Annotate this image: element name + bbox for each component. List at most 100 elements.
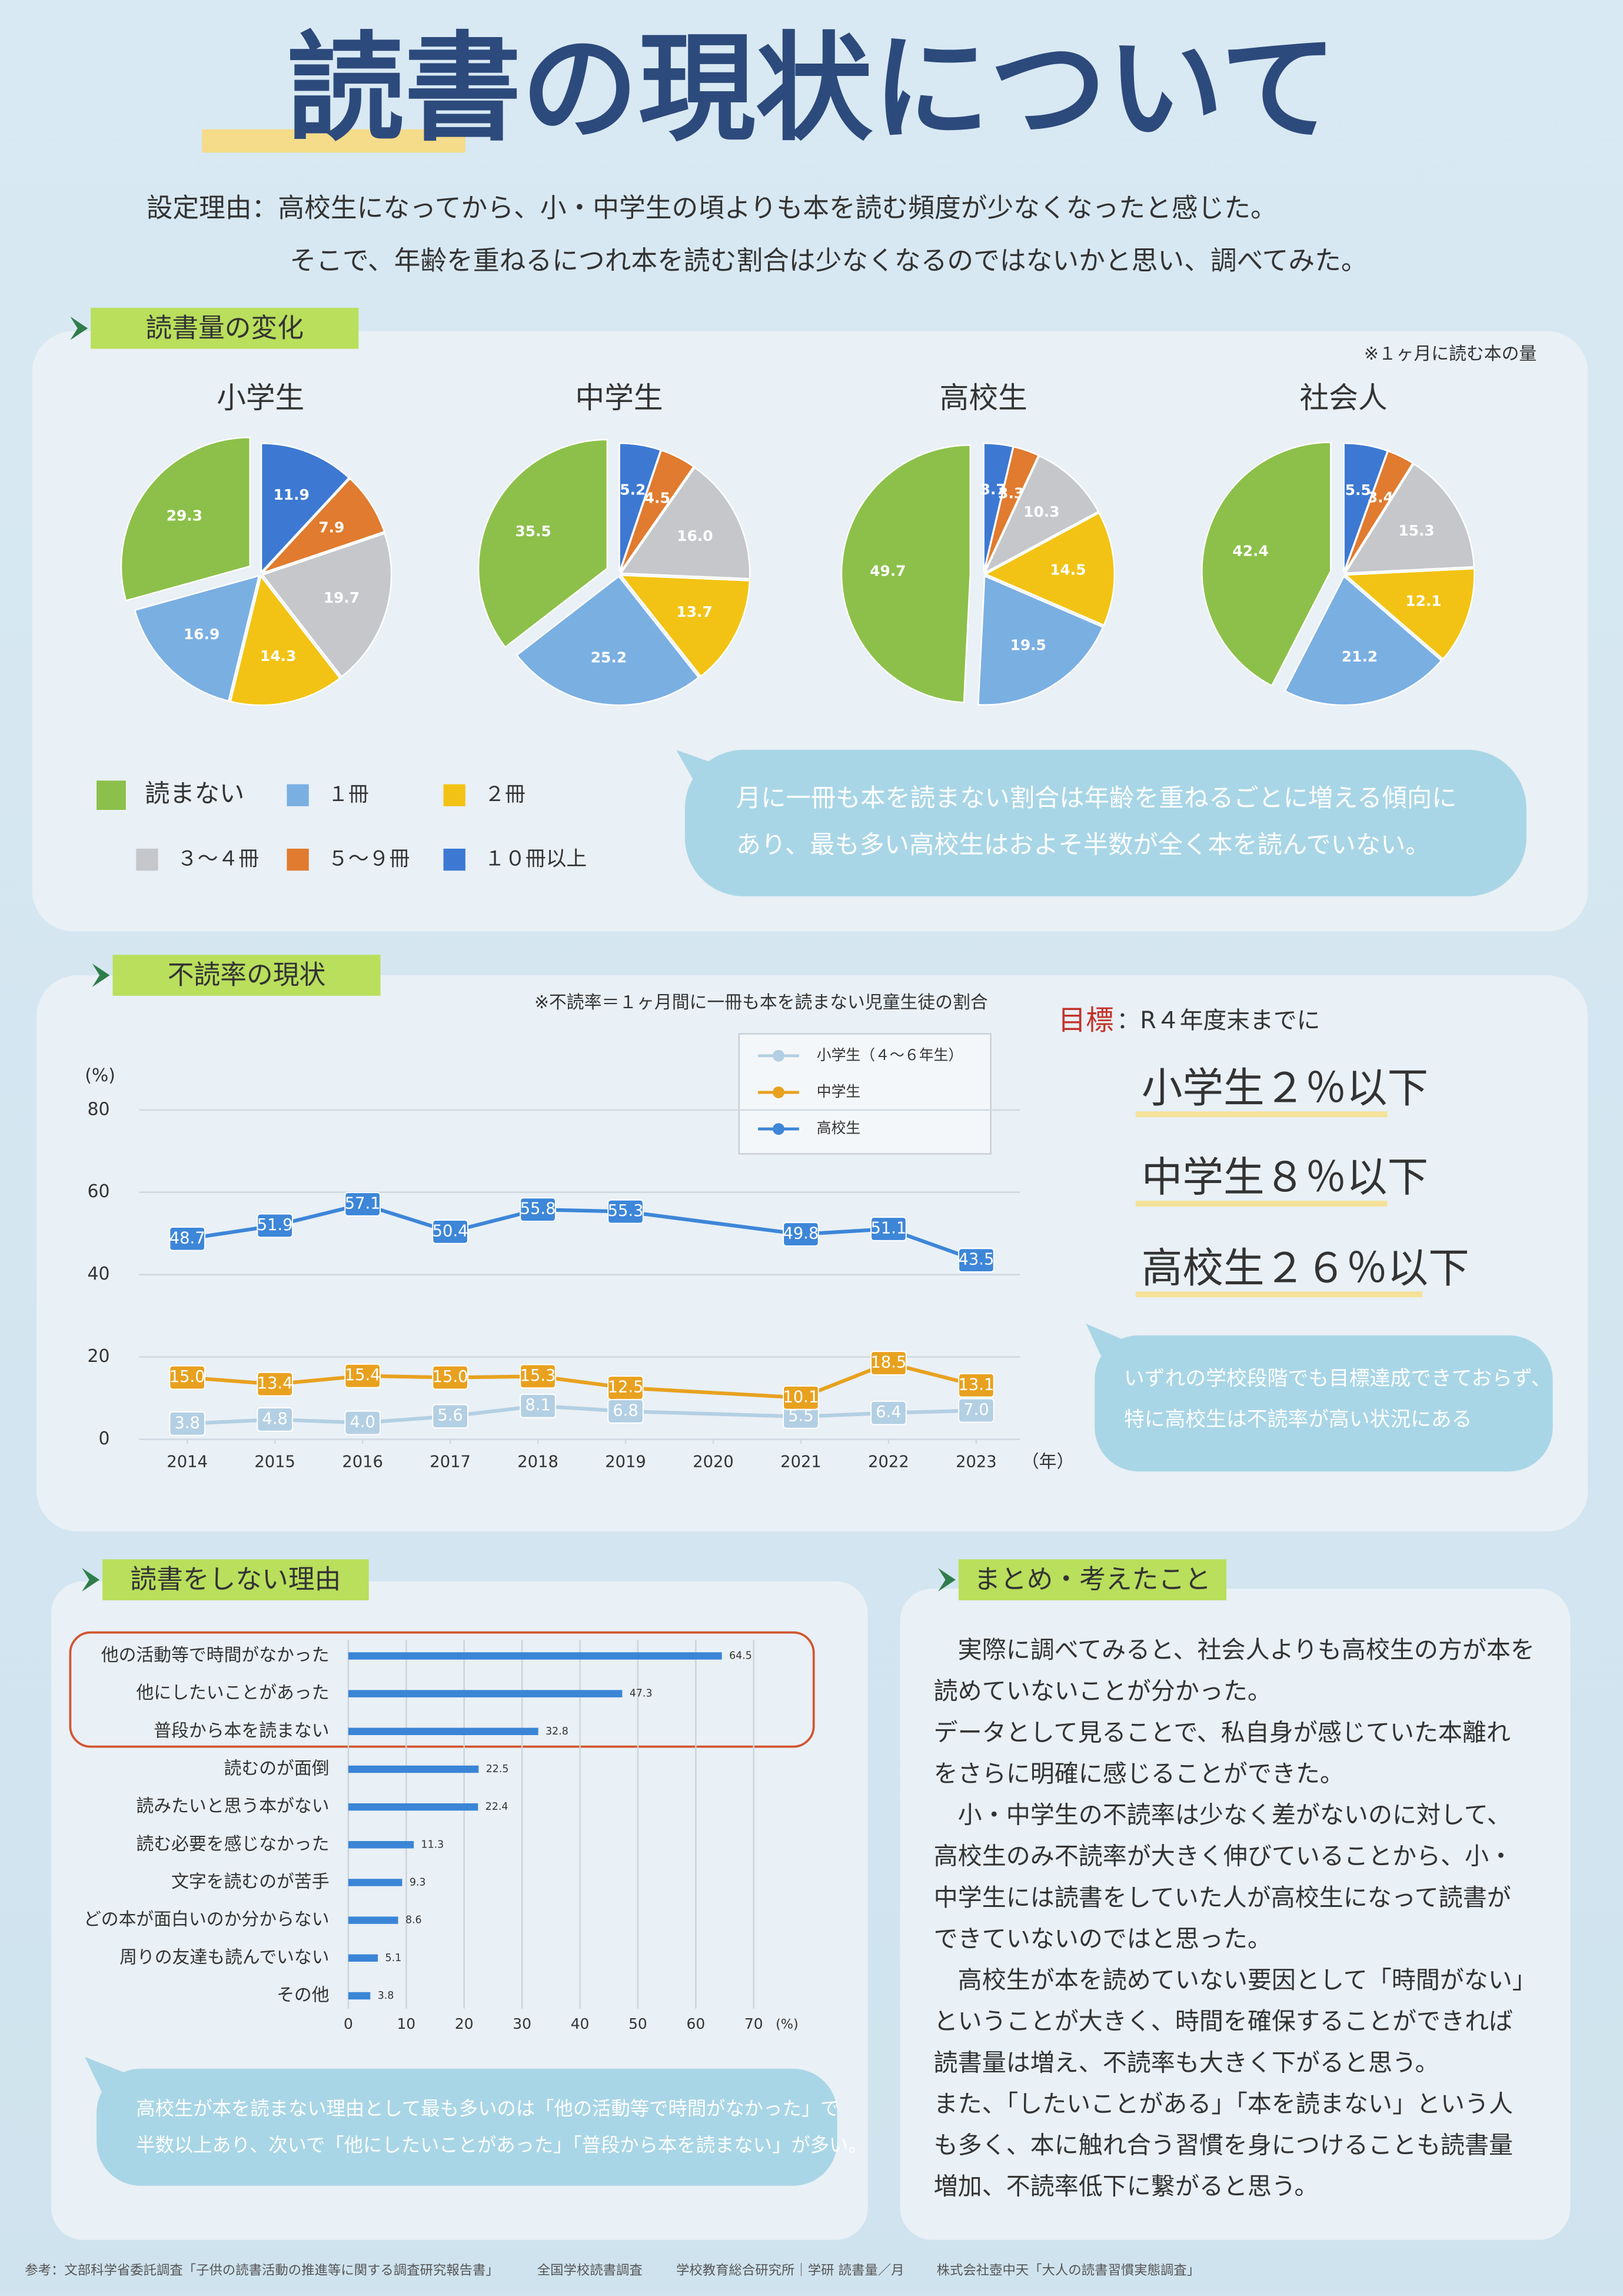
summary-line: も多く、本に触れ合う習慣を身につけることも読書量 [934,2131,1513,2159]
data-label: 19.5 [1010,637,1046,654]
y-tick-label: 80 [88,1099,110,1119]
data-label: 4.5 [644,489,670,506]
data-label: 55.8 [520,1200,556,1218]
data-label: 7.0 [963,1401,989,1419]
section-title: 読書をしない理由 [130,1564,341,1595]
callout-text: 月に一冊も本を読まない割合は年齢を重ねるごとに増える傾向に [736,783,1456,812]
legend-swatch [136,848,158,871]
data-label: 4.8 [262,1410,288,1428]
bar [348,1954,378,1962]
pie-slice [261,532,393,678]
data-label: 51.1 [870,1219,906,1237]
legend-label: 小学生（４〜６年生） [817,1046,963,1064]
data-label: 12.5 [608,1378,644,1396]
data-marker [958,1398,995,1423]
data-marker [169,1365,206,1390]
pie-slice [230,574,341,706]
data-label: 14.5 [1050,561,1086,578]
y-tick-label: 60 [88,1181,110,1202]
summary-line: データとして見ることで、私自身が感じていた本離れ [934,1718,1511,1746]
data-label: 49.8 [783,1225,819,1243]
data-label: 25.2 [591,649,627,666]
goal-underline [1135,1111,1388,1118]
data-label: 57.1 [345,1195,381,1213]
note: ※不読率＝１ヶ月間に一冊も本を読まない児童生徒の割合 [534,992,988,1013]
legend-label: ３〜４冊 [177,848,259,871]
section-arrow [938,1568,956,1592]
footer-ref: 学校教育総合研究所｜学研 読書量／月 [676,2262,904,2278]
legend-label: ２冊 [484,783,526,806]
panel [900,1589,1571,2240]
footer-ref: 参考：文部科学省委託調査「子供の読書活動の推進等に関する調査研究報告書」 [25,2262,499,2278]
section-tag [112,955,381,996]
goal-item: 高校生２６％以下 [1142,1244,1469,1292]
x-tick-label: 2014 [167,1453,208,1471]
callout [684,750,1526,896]
data-label: 35.5 [515,523,551,540]
callout-tail [676,750,717,791]
y-tick-label: 普段から本を読まない [154,1720,329,1741]
data-label: 15.3 [520,1367,556,1385]
x-tick-label: 10 [397,2015,415,2032]
pie-title: 高校生 [940,381,1027,415]
legend-swatch [287,784,309,806]
section-title: まとめ・考えたこと [974,1564,1211,1595]
data-label: 3.8 [174,1414,200,1432]
data-label: 7.9 [318,519,344,536]
y-tick-label: 他の活動等で時間がなかった [101,1645,330,1666]
data-label: 5.2 [620,481,646,499]
data-label: 5.6 [437,1407,463,1425]
legend-label: ５〜９冊 [328,848,410,871]
pie-slice [1343,567,1475,660]
summary-line: 高校生が本を読めていない要因として「時間がない」 [934,1966,1536,1994]
summary-line: 高校生のみ不読率が大きく伸びていることから、小・ [934,1842,1513,1870]
data-marker [432,1219,468,1244]
data-marker [520,1364,556,1389]
pie-slice [261,477,385,574]
x-tick-label: 2017 [430,1453,471,1471]
data-label: 19.7 [324,589,360,606]
bar [348,1992,371,2000]
data-label: 10.1 [783,1388,819,1406]
x-tick-label: 2018 [517,1453,558,1471]
data-marker [870,1400,907,1426]
y-axis-unit: (%) [85,1065,115,1086]
bar [348,1879,403,1886]
legend-dot [773,1086,784,1098]
data-label: 15.0 [433,1368,468,1386]
data-label: 21.2 [1342,648,1378,665]
data-label: 3.8 [378,1990,394,2002]
data-label: 49.7 [870,563,906,580]
pie-slice [619,466,751,580]
y-tick-label: 読みたいと思う本がない [136,1796,329,1817]
pie-slice [983,446,1040,573]
data-marker [607,1199,644,1224]
data-label: 13.7 [676,603,712,620]
y-tick-label: 読む必要を感じなかった [136,1834,329,1855]
data-label: 6.4 [876,1403,902,1421]
pie-slice [619,574,751,677]
data-marker [432,1365,468,1390]
goal-underline [1135,1291,1423,1298]
section-tag [91,308,359,349]
goal-item: 小学生２％以下 [1142,1065,1428,1112]
x-tick-label: 50 [628,2015,647,2032]
summary-line: ということが大きく、時間を確保することができれば [934,2007,1513,2035]
legend-swatch [443,784,465,806]
data-marker [870,1351,907,1375]
x-tick-label: 2023 [956,1453,997,1471]
data-label: 16.9 [184,626,219,643]
note: ※１ヶ月に読む本の量 [1364,344,1536,364]
pie-slice [977,574,1104,706]
y-tick-label: 他にしたいことがあった [136,1683,329,1703]
legend-swatch [443,848,465,871]
footer-ref: 全国学校読書調査 [537,2262,643,2278]
x-tick-label: 2020 [693,1453,734,1471]
x-tick-label: 0 [344,2015,353,2032]
x-tick-label: 2021 [780,1453,822,1471]
pie-slice [1343,463,1475,574]
pie-slice [515,575,700,706]
title-underline [202,129,465,153]
data-marker [520,1393,556,1418]
poster-title: 読書の現状について [287,21,1337,157]
